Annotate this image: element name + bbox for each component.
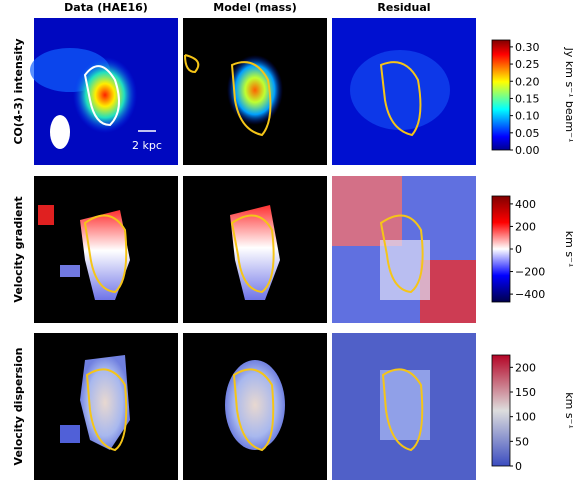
colorbar — [491, 195, 511, 303]
colorbar-tick-label: 0.30 — [515, 41, 540, 54]
colorbar-label: km s⁻¹ — [563, 231, 573, 268]
scalebar-label: 2 kpc — [132, 139, 162, 152]
colorbar-tick-label: 400 — [515, 198, 536, 211]
colorbar-tick-label: 200 — [515, 220, 536, 233]
colorbar-tick-label: 200 — [515, 361, 536, 374]
column-title: Residual — [377, 1, 430, 14]
colorbar — [491, 354, 511, 467]
colorbar-label: km s⁻¹ — [563, 392, 573, 429]
row-label: Velocity dispersion — [12, 348, 25, 466]
colorbar — [491, 39, 511, 151]
column-title: Model (mass) — [213, 1, 296, 14]
colorbar-label: Jy km s⁻¹ beam⁻¹ — [563, 47, 573, 143]
colorbar-tick-label: 100 — [515, 411, 536, 424]
contours — [83, 54, 424, 452]
emission — [73, 57, 137, 133]
colorbar-tick-label: 0 — [515, 460, 522, 473]
colorbar-tick-label: 0 — [515, 243, 522, 256]
colorbar-tick-label: 150 — [515, 386, 536, 399]
colorbar-tick-label: −200 — [515, 266, 545, 279]
colorbar-tick-label: 0.25 — [515, 58, 540, 71]
row-label: Velocity gradient — [12, 196, 25, 302]
colorbar-tick-label: 50 — [515, 435, 529, 448]
colorbar-tick-label: −400 — [515, 288, 545, 301]
column-title: Data (HAE16) — [64, 1, 148, 14]
colorbar-tick-label: 0.15 — [515, 92, 540, 105]
colorbar-tick-label: 0.10 — [515, 110, 540, 123]
colorbar-tick-label: 0.00 — [515, 144, 540, 157]
colorbar-tick-label: 0.05 — [515, 127, 540, 140]
row-label: CO(4-3) intensity — [12, 38, 25, 144]
colorbar-tick-label: 0.20 — [515, 75, 540, 88]
